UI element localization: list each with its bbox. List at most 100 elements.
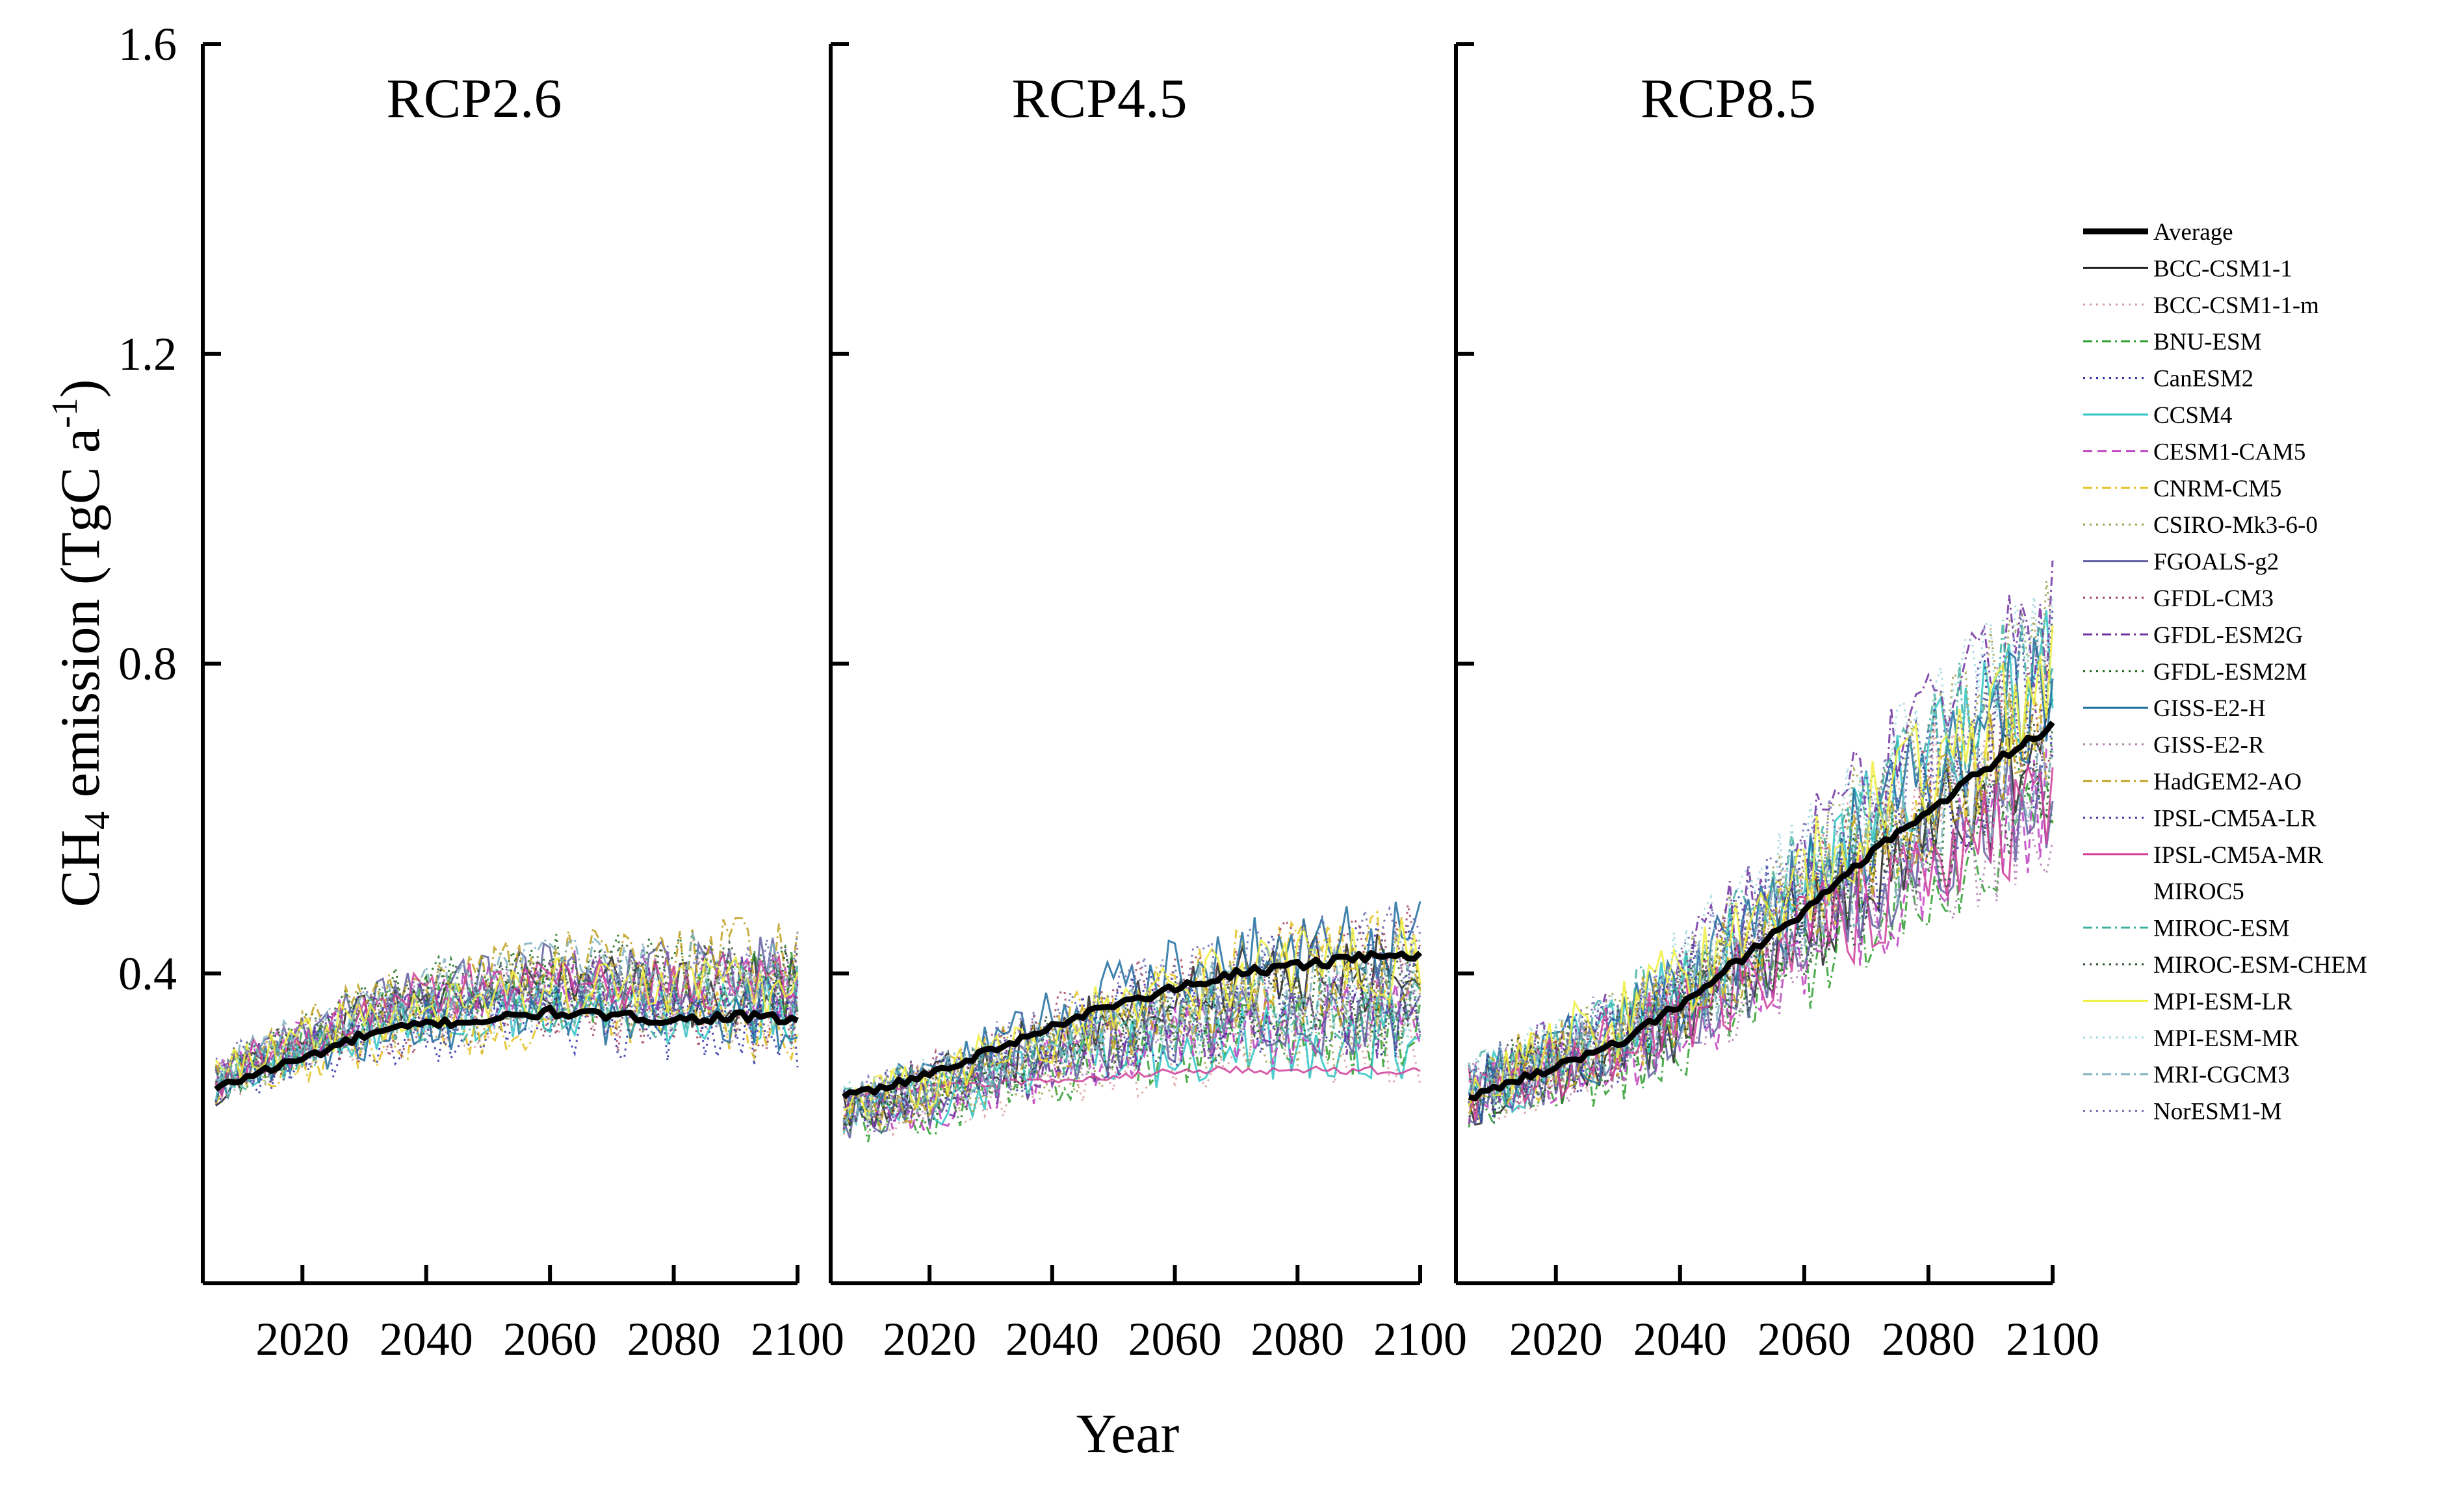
series-line-fgoals-g2	[842, 967, 1421, 1138]
y-axis-title-close: )	[49, 379, 111, 398]
legend-item: CSIRO-Mk3-6-0	[2083, 512, 2318, 539]
panels-layer: 0.4 0.8 1.2 1.6 2020 2040 2060 2080 2100 RCP2.6 20…	[118, 18, 2099, 1365]
legend-label: CanESM2	[2153, 366, 2253, 392]
legend-item: BCC-CSM1-1	[2083, 255, 2292, 282]
x-tick-label: 2040	[1633, 1313, 1727, 1365]
legend-label: MPI-ESM-LR	[2153, 988, 2292, 1015]
legend-item: NorESM1-M	[2083, 1099, 2281, 1125]
series-line-csiro-mk3-6-0	[1468, 580, 2054, 1115]
legend-item: MRI-CGCM3	[2083, 1062, 2290, 1088]
legend-item: GFDL-CM3	[2083, 585, 2274, 612]
x-tick-label: 2100	[2006, 1313, 2099, 1365]
legend-item: FGOALS-g2	[2083, 549, 2279, 576]
series-line-average	[1468, 721, 2055, 1101]
panel-rcp85: 2020 2040 2060 2080 2100 RCP8.5	[1454, 42, 2099, 1365]
legend-label: MPI-ESM-MR	[2153, 1025, 2299, 1052]
panel-title: RCP2.6	[386, 67, 562, 129]
legend-label: HadGEM2-AO	[2153, 769, 2302, 795]
y-tick-label: 1.2	[118, 328, 177, 380]
legend-item: CCSM4	[2083, 402, 2232, 429]
series-line-ipsl-cm5a-lr	[843, 966, 1421, 1120]
series-line-cnrm-cm5	[214, 987, 799, 1105]
legend-item: MPI-ESM-LR	[2083, 988, 2292, 1015]
series-line-mri-cgcm3	[1468, 724, 2054, 1108]
series-line-mpi-esm-mr	[843, 959, 1421, 1121]
x-tick-label: 2080	[627, 1313, 721, 1365]
legend-item: IPSL-CM5A-LR	[2083, 805, 2317, 832]
legend-label: IPSL-CM5A-MR	[2153, 842, 2323, 869]
legend-item: BCC-CSM1-1-m	[2083, 292, 2319, 319]
x-tick-label: 2020	[255, 1313, 349, 1365]
series-line-gfdl-esm2g	[1468, 560, 2054, 1104]
x-tick-label: 2020	[883, 1313, 976, 1365]
legend-label: GFDL-CM3	[2153, 585, 2274, 612]
x-tick-label: 2100	[751, 1313, 844, 1365]
series-line-cesm1-cam5	[842, 979, 1421, 1131]
legend-item: CanESM2	[2083, 366, 2253, 392]
legend-label: BCC-CSM1-1	[2153, 255, 2292, 282]
series-line-bcc-csm1-1	[215, 953, 799, 1107]
y-tick-label: 1.6	[118, 18, 177, 70]
legend-item: MIROC-ESM-CHEM	[2083, 952, 2367, 979]
legend-label: GFDL-ESM2G	[2153, 622, 2303, 648]
panel-rcp26: 0.4 0.8 1.2 1.6 2020 2040 2060 2080 2100 RCP2.6	[118, 18, 844, 1365]
legend-label: CNRM-CM5	[2153, 476, 2281, 502]
legend-label: GISS-E2-H	[2153, 695, 2266, 722]
y-tick-label: 0.4	[118, 947, 177, 999]
series-line-mpi-esm-mr	[1468, 596, 2054, 1111]
series-line-gfdl-esm2g	[214, 956, 799, 1088]
legend-label: BNU-ESM	[2153, 329, 2262, 355]
y-tick-label: 0.8	[118, 638, 177, 690]
legend-label: BCC-CSM1-1-m	[2153, 292, 2319, 319]
x-tick-label: 2080	[1882, 1313, 1975, 1365]
legend-label: GFDL-ESM2M	[2153, 659, 2307, 686]
y-axis-title-superscript: -1	[45, 398, 85, 428]
series-line-noresm1-m	[1468, 613, 2054, 1103]
series-line-hadgem2-ao	[1468, 693, 2053, 1114]
x-axis-title: Year	[1076, 1402, 1179, 1465]
legend-item: HadGEM2-AO	[2083, 769, 2302, 795]
legend-label: GISS-E2-R	[2153, 732, 2265, 759]
x-tick-label: 2060	[1758, 1313, 1851, 1365]
series-line-gfdl-esm2m	[214, 930, 799, 1091]
y-axis-title-subscript: 4	[77, 812, 118, 830]
legend-item: MIROC-ESM	[2083, 916, 2290, 942]
panel-title: RCP4.5	[1011, 67, 1187, 129]
legend-label: Average	[2153, 219, 2233, 246]
legend-item: Average	[2083, 219, 2233, 246]
x-tick-label: 2020	[1509, 1313, 1603, 1365]
legend-label: MIROC5	[2153, 878, 2244, 905]
legend-item: MPI-ESM-MR	[2083, 1025, 2299, 1052]
series-line-average	[214, 1005, 799, 1092]
x-tick-label: 2080	[1251, 1313, 1344, 1365]
series-line-giss-e2-r	[1468, 776, 2054, 1109]
legend-label: IPSL-CM5A-LR	[2153, 805, 2317, 832]
x-tick-label: 2060	[503, 1313, 597, 1365]
legend-item: GFDL-ESM2G	[2083, 622, 2303, 648]
series-line-ipsl-cm5a-mr	[1468, 762, 2054, 1121]
legend-label: CCSM4	[2153, 402, 2232, 429]
legend-label: NorESM1-M	[2153, 1099, 2281, 1125]
x-tick-label: 2040	[1006, 1313, 1099, 1365]
x-tick-label: 2100	[1373, 1313, 1467, 1365]
panel-title: RCP8.5	[1641, 67, 1816, 129]
x-tick-label: 2040	[380, 1313, 473, 1365]
legend-item: IPSL-CM5A-MR	[2083, 842, 2323, 869]
series-line-giss-e2-r	[214, 945, 799, 1086]
y-axis-title: CH4 emission (TgC a-1)	[45, 379, 118, 908]
series-line-giss-e2-r	[842, 960, 1421, 1128]
legend-item: GFDL-ESM2M	[2083, 659, 2307, 686]
legend-item: GISS-E2-R	[2083, 732, 2265, 759]
legend-label: FGOALS-g2	[2153, 549, 2279, 576]
legend-item: CESM1-CAM5	[2083, 439, 2305, 465]
legend-label: CESM1-CAM5	[2153, 439, 2305, 465]
legend-item: CNRM-CM5	[2083, 476, 2281, 502]
panel-rcp45: 2020 2040 2060 2080 2100 RCP4.5	[829, 42, 1467, 1365]
series-line-noresm1-m	[215, 932, 799, 1073]
series-line-mri-cgcm3	[215, 932, 799, 1086]
legend-label: CSIRO-Mk3-6-0	[2153, 512, 2318, 539]
legend-label: MRI-CGCM3	[2153, 1062, 2290, 1088]
legend-item: GISS-E2-H	[2083, 695, 2266, 722]
legend-item: BNU-ESM	[2083, 329, 2262, 355]
